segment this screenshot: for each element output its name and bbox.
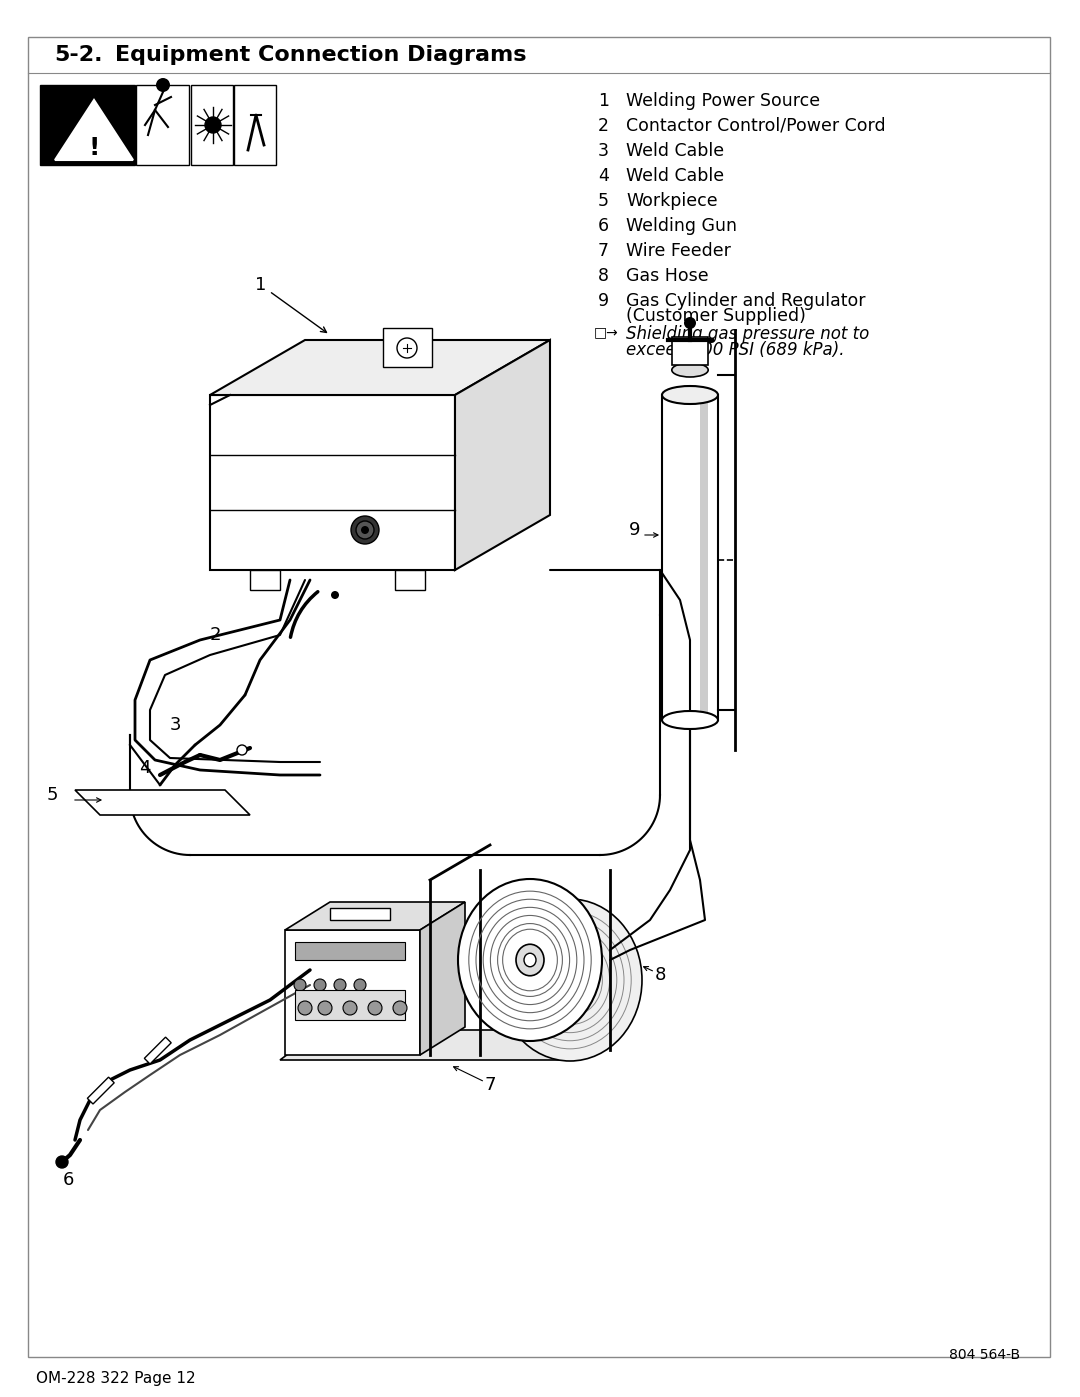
Circle shape: [397, 338, 417, 358]
Circle shape: [56, 1155, 68, 1168]
Bar: [330, 908, 390, 921]
Polygon shape: [280, 1030, 610, 1060]
Text: 7: 7: [598, 242, 609, 260]
Circle shape: [351, 515, 379, 543]
Ellipse shape: [498, 900, 642, 1060]
Polygon shape: [420, 902, 465, 1055]
Ellipse shape: [516, 944, 544, 975]
Circle shape: [314, 979, 326, 990]
Text: !: !: [89, 136, 99, 161]
Circle shape: [156, 78, 170, 92]
Circle shape: [368, 1002, 382, 1016]
Text: 3: 3: [598, 142, 609, 161]
Text: Workpiece: Workpiece: [626, 191, 717, 210]
Circle shape: [393, 1002, 407, 1016]
Text: Wire Feeder: Wire Feeder: [626, 242, 731, 260]
Text: 9: 9: [598, 292, 609, 310]
Bar: [395, 570, 426, 590]
Text: □→: □→: [594, 326, 619, 339]
Text: 5-2.: 5-2.: [54, 45, 103, 66]
Circle shape: [356, 521, 374, 539]
Text: 1: 1: [598, 92, 609, 110]
Text: Contactor Control/Power Cord: Contactor Control/Power Cord: [626, 117, 886, 136]
Bar: [700, 395, 708, 719]
Circle shape: [343, 1002, 357, 1016]
Ellipse shape: [524, 953, 536, 967]
Circle shape: [318, 1002, 332, 1016]
Bar: [136, 85, 189, 165]
Text: Equipment Connection Diagrams: Equipment Connection Diagrams: [114, 45, 527, 66]
Text: 4: 4: [139, 759, 151, 777]
Bar: [145, 1037, 172, 1065]
Text: OM-228 322 Page 12: OM-228 322 Page 12: [36, 1370, 195, 1386]
Circle shape: [330, 591, 339, 599]
Circle shape: [684, 317, 696, 330]
Text: Welding Gun: Welding Gun: [626, 217, 737, 235]
Circle shape: [354, 979, 366, 990]
Bar: [234, 85, 276, 165]
Text: Gas Cylinder and Regulator: Gas Cylinder and Regulator: [626, 292, 865, 310]
Text: (Customer Supplied): (Customer Supplied): [626, 307, 806, 326]
Polygon shape: [285, 930, 420, 1055]
Text: 5: 5: [46, 787, 58, 805]
Bar: [295, 942, 405, 960]
Bar: [40, 85, 135, 165]
Circle shape: [298, 1002, 312, 1016]
Circle shape: [205, 117, 221, 133]
Circle shape: [237, 745, 247, 754]
Bar: [295, 990, 405, 1020]
Bar: [662, 395, 718, 719]
Ellipse shape: [672, 363, 708, 377]
FancyBboxPatch shape: [28, 36, 1050, 1356]
Circle shape: [361, 527, 369, 534]
Ellipse shape: [662, 386, 718, 404]
Polygon shape: [455, 339, 550, 570]
Ellipse shape: [458, 879, 602, 1041]
Text: 5: 5: [598, 191, 609, 210]
Ellipse shape: [662, 711, 718, 729]
Bar: [191, 85, 233, 165]
Text: exceed 100 PSI (689 kPa).: exceed 100 PSI (689 kPa).: [626, 341, 845, 359]
Text: 3: 3: [170, 717, 180, 733]
Text: Weld Cable: Weld Cable: [626, 142, 724, 161]
Text: 804 564-B: 804 564-B: [949, 1348, 1020, 1362]
Text: 7: 7: [484, 1076, 496, 1094]
Text: Gas Hose: Gas Hose: [626, 267, 708, 285]
Circle shape: [294, 979, 306, 990]
Text: 2: 2: [598, 117, 609, 136]
Text: 1: 1: [255, 277, 326, 332]
Text: Welding Power Source: Welding Power Source: [626, 92, 820, 110]
Text: 6: 6: [63, 1171, 73, 1189]
Text: 8: 8: [598, 267, 609, 285]
Text: Shielding gas pressure not to: Shielding gas pressure not to: [626, 326, 869, 344]
Polygon shape: [75, 789, 249, 814]
Polygon shape: [285, 902, 465, 930]
Text: 6: 6: [598, 217, 609, 235]
Polygon shape: [210, 395, 455, 570]
FancyBboxPatch shape: [383, 328, 432, 367]
Polygon shape: [55, 101, 133, 161]
Bar: [672, 337, 708, 365]
Text: Weld Cable: Weld Cable: [626, 168, 724, 184]
Circle shape: [334, 979, 346, 990]
Text: 2: 2: [210, 626, 220, 644]
Text: 9: 9: [630, 521, 640, 539]
Text: 4: 4: [598, 168, 609, 184]
Bar: [249, 570, 280, 590]
Bar: [87, 1077, 114, 1104]
Polygon shape: [210, 339, 550, 395]
Text: 8: 8: [654, 965, 665, 983]
